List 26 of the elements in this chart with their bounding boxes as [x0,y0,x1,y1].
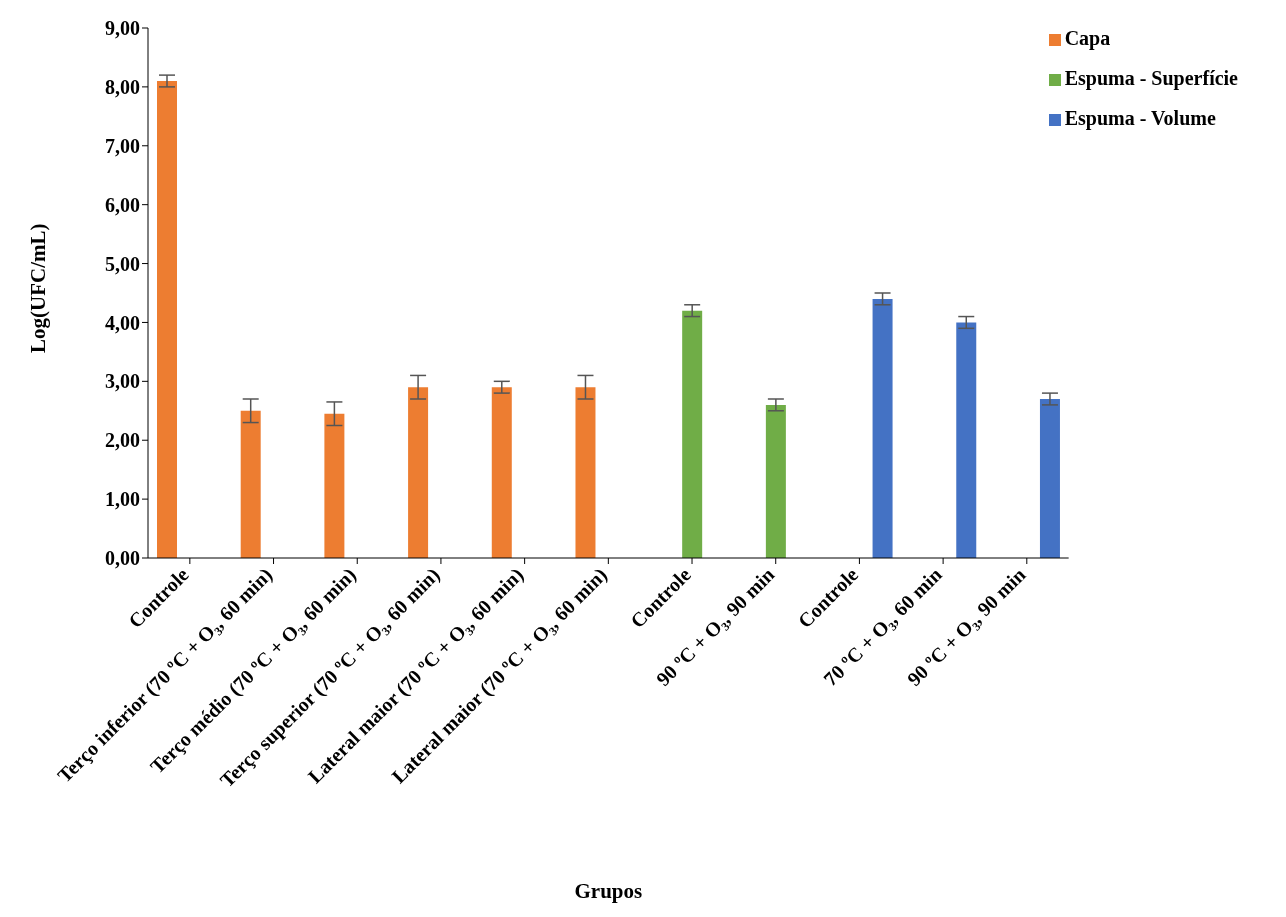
bar [765,404,786,558]
legend-label: Espuma - Superfície [1064,67,1238,89]
bar [682,310,703,558]
y-tick-label: 8,00 [105,75,140,98]
y-tick-label: 0,00 [105,547,140,570]
bar [324,413,345,558]
y-axis-title: Log(UFC/mL) [26,223,51,353]
bar [408,387,429,558]
x-axis-title: Grupos [574,879,643,903]
bar [1039,399,1060,558]
bar [872,298,893,558]
bar [240,410,261,558]
y-tick-label: 5,00 [105,252,140,275]
bar [491,387,512,558]
y-tick-label: 6,00 [105,193,140,216]
y-tick-label: 3,00 [105,370,140,393]
bar [575,387,596,558]
y-tick-label: 7,00 [105,134,140,157]
bar [157,81,177,558]
y-tick-label: 9,00 [105,17,140,40]
legend-label: Espuma - Volume [1064,107,1216,129]
y-tick-label: 4,00 [105,311,140,334]
legend-label: Capa [1064,27,1111,49]
bar [956,322,977,558]
y-tick-label: 1,00 [105,488,140,511]
y-tick-label: 2,00 [105,429,140,452]
